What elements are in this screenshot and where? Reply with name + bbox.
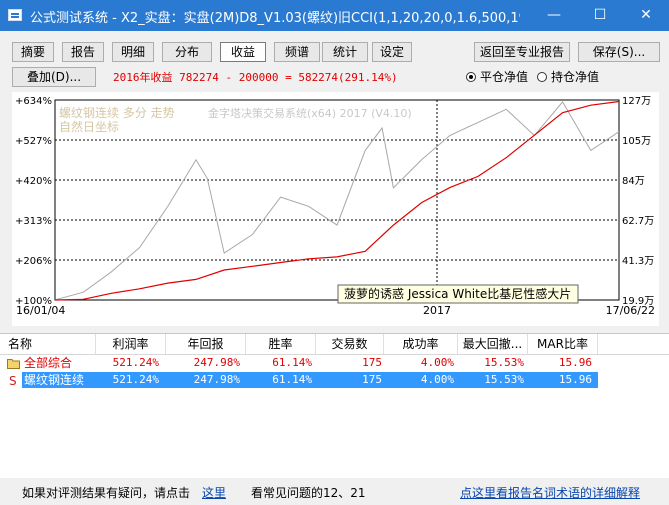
year-return-summary: 2016年收益 782274 - 200000 = 582274(291.14%… (113, 71, 398, 84)
back-to-report-button[interactable]: 返回至专业报告 (474, 42, 570, 62)
strategy-s-icon: S (9, 374, 17, 386)
save-button[interactable]: 保存(S)... (578, 42, 660, 62)
maximize-button[interactable]: ☐ (593, 7, 607, 23)
footer: 如果对评测结果有疑问，请点击 这里 看常见问题的12、21 点这里看报告名词术语… (0, 478, 669, 505)
minimize-button[interactable]: — (547, 7, 561, 23)
price-line (54, 101, 620, 301)
footer-question: 如果对评测结果有疑问，请点击 (22, 486, 191, 500)
close-button[interactable]: ✕ (640, 7, 652, 23)
footer-here-link[interactable]: 这里 (202, 486, 227, 500)
equity-chart: 螺纹钢连续 多分 走势 自然日坐标 金字塔决策交易系统(x64) 2017 (V… (12, 92, 659, 326)
svg-text:S: S (9, 374, 17, 386)
col-name[interactable]: 名称 (0, 334, 96, 354)
legend-scale: 自然日坐标 (59, 119, 119, 134)
title-bar: 公式测试系统 - X2_实盘：实盘(2M)D8_V1.03(螺纹)旧CCI(1,… (0, 0, 669, 31)
radio-unselected-indicator (537, 72, 547, 82)
col-drawdown[interactable]: 最大回撤... (458, 334, 528, 354)
footer-faq-text: 看常见问题的12、21 (251, 486, 366, 500)
app-icon (8, 9, 22, 21)
left-tick-label: +420% (15, 176, 52, 187)
equity-chart-svg: 螺纹钢连续 多分 走势 自然日坐标 金字塔决策交易系统(x64) 2017 (V… (15, 96, 655, 317)
x-label-mid: 2017 (423, 304, 451, 317)
folder-icon (7, 359, 20, 369)
table-row[interactable]: 全部综合 521.24% 247.98% 61.14% 175 4.00% 15… (0, 355, 669, 371)
table-row[interactable]: S 螺纹钢连续 521.24% 247.98% 61.14% 175 4.00%… (0, 372, 669, 388)
col-profit[interactable]: 利润率 (96, 334, 166, 354)
left-tick-label: +527% (15, 136, 52, 147)
tab-statistics[interactable]: 统计 (322, 42, 368, 62)
tab-summary[interactable]: 摘要 (12, 42, 54, 62)
legend-symbol: 螺纹钢连续 多分 走势 (59, 105, 175, 120)
right-tick-label: 19.9万 (622, 296, 654, 307)
glossary-link[interactable]: 点这里看报告名词术语的详细解释 (460, 486, 641, 500)
result-table: 名称 利润率 年回报 胜率 交易数 成功率 最大回撤... MAR比率 全部综合… (0, 333, 669, 479)
chart-watermark: 金字塔决策交易系统(x64) 2017 (V4.10) (208, 106, 412, 120)
radio-selected-indicator (466, 72, 476, 82)
radio-close-equity[interactable]: 平仓净值 (466, 68, 528, 84)
right-tick-label: 105万 (622, 136, 651, 147)
tab-report[interactable]: 报告 (62, 42, 104, 62)
price-series (54, 101, 620, 301)
tab-distribution[interactable]: 分布 (162, 42, 212, 62)
equity-series (54, 100, 620, 301)
selection-highlight (22, 372, 598, 388)
radio-hold-equity[interactable]: 持仓净值 (537, 68, 599, 84)
tooltip-text: 菠萝的诱惑 Jessica White比基尼性感大片 (344, 286, 571, 301)
col-success[interactable]: 成功率 (384, 334, 458, 354)
right-tick-label: 41.3万 (622, 256, 654, 267)
right-tick-label: 127万 (622, 96, 651, 107)
right-tick-label: 84万 (622, 176, 645, 187)
left-tick-label: +313% (15, 216, 52, 227)
tab-spectrum[interactable]: 频谱 (274, 42, 320, 62)
x-label-end: 17/06/22 (606, 304, 655, 317)
tab-returns[interactable]: 收益 (220, 42, 266, 62)
right-axis: 127万 105万 84万 62.7万 41.3万 19.9万 (622, 96, 654, 307)
tooltip-box (337, 284, 579, 304)
plot-frame (54, 99, 620, 301)
equity-line (54, 100, 620, 301)
left-tick-label: +206% (15, 256, 52, 267)
tab-details[interactable]: 明细 (112, 42, 154, 62)
overlay-button[interactable]: 叠加(D)... (12, 67, 96, 87)
window-title: 公式测试系统 - X2_实盘：实盘(2M)D8_V1.03(螺纹)旧CCI(1,… (30, 11, 520, 26)
col-trades[interactable]: 交易数 (316, 334, 384, 354)
col-win[interactable]: 胜率 (246, 334, 316, 354)
left-tick-label: +634% (15, 96, 52, 107)
tab-settings[interactable]: 设定 (372, 42, 412, 62)
col-annual[interactable]: 年回报 (166, 334, 246, 354)
right-tick-label: 62.7万 (622, 216, 654, 227)
grid-lines (55, 139, 619, 261)
left-axis: +634% +527% +420% +313% +206% +100% (15, 96, 52, 307)
x-label-start: 16/01/04 (16, 304, 65, 317)
table-header: 名称 利润率 年回报 胜率 交易数 成功率 最大回撤... MAR比率 (0, 334, 669, 355)
col-mar[interactable]: MAR比率 (528, 334, 598, 354)
left-tick-label: +100% (15, 296, 52, 307)
